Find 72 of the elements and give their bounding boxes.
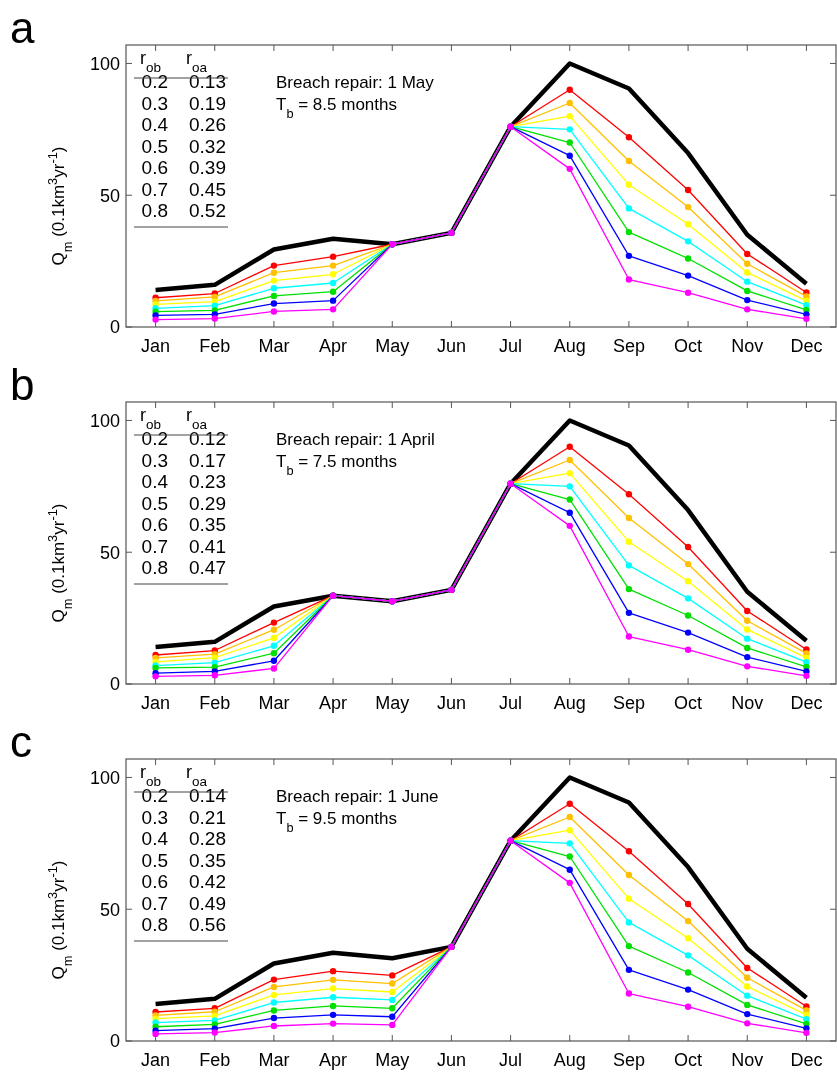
y-tick-label: 100 <box>89 767 120 788</box>
x-tick-label: Jun <box>436 336 466 356</box>
x-tick-label: Oct <box>674 1050 703 1070</box>
x-tick-label: Mar <box>258 693 290 713</box>
y-tick-label: 0 <box>109 317 120 338</box>
x-tick-label: May <box>375 336 410 356</box>
annotation: 0.8 0.52 <box>141 200 226 221</box>
x-tick-label: Mar <box>258 336 290 356</box>
annotation: T$_{b}$ = 8.5 months <box>276 95 397 121</box>
annotation: 0.5 0.32 <box>141 135 226 157</box>
x-tick-label: Jan <box>141 336 171 356</box>
annotation: 0.3 0.17 <box>141 449 226 471</box>
x-tick-label: Feb <box>199 693 231 713</box>
y-tick-label: 50 <box>99 185 120 206</box>
x-tick-label: Apr <box>319 693 348 713</box>
y-tick-label: 100 <box>89 410 120 431</box>
annotation: 0.4 0.23 <box>141 471 226 492</box>
chart-title: b <box>10 360 35 409</box>
annotation: Breach repair: 1 June <box>276 787 439 806</box>
x-tick-label: Nov <box>731 336 764 356</box>
x-tick-label: Feb <box>199 336 231 356</box>
x-tick-label: May <box>375 693 410 713</box>
annotation: 0.3 0.19 <box>141 92 226 114</box>
x-tick-label: Oct <box>674 336 703 356</box>
annotation: 0.7 0.49 <box>141 892 226 914</box>
chart-title: c <box>10 717 32 766</box>
x-tick-label: Dec <box>790 336 823 356</box>
annotation: 0.7 0.41 <box>141 535 226 557</box>
annotation: 0.5 0.35 <box>141 849 226 871</box>
annotation: 0.7 0.45 <box>141 178 226 200</box>
x-tick-label: Apr <box>319 1050 348 1070</box>
x-tick-label: Mar <box>258 1050 290 1070</box>
annotation: Breach repair: 1 April <box>276 430 435 449</box>
x-tick-label: Apr <box>319 336 348 356</box>
annotation: 0.3 0.21 <box>141 806 226 828</box>
y-tick-label: 0 <box>109 674 120 695</box>
x-tick-label: Feb <box>199 1050 231 1070</box>
x-tick-label: Jan <box>141 1050 171 1070</box>
annotation: Breach repair: 1 May <box>276 73 435 92</box>
x-tick-label: Jul <box>499 1050 523 1070</box>
x-tick-label: Jun <box>436 1050 466 1070</box>
x-tick-label: Jul <box>499 693 523 713</box>
annotation: 0.8 0.56 <box>141 914 226 935</box>
annotation: T$_{b}$ = 7.5 months <box>276 452 397 478</box>
y-tick-label: 50 <box>99 542 120 563</box>
annotation: T$_{b}$ = 9.5 months <box>276 809 397 835</box>
y-tick-label: 50 <box>99 899 120 920</box>
x-tick-label: Jul <box>499 336 523 356</box>
x-tick-label: Sep <box>612 1050 645 1070</box>
annotation: 0.6 0.42 <box>141 871 226 892</box>
x-tick-label: Nov <box>731 1050 764 1070</box>
x-tick-label: Dec <box>790 1050 823 1070</box>
x-tick-label: Nov <box>731 693 764 713</box>
annotation: 0.4 0.28 <box>141 828 226 849</box>
x-tick-label: May <box>375 1050 410 1070</box>
x-tick-label: Oct <box>674 693 703 713</box>
x-tick-label: Sep <box>612 336 645 356</box>
x-tick-label: Aug <box>553 1050 586 1070</box>
annotation: 0.6 0.39 <box>141 157 226 178</box>
x-tick-label: Dec <box>790 693 823 713</box>
annotation: 0.5 0.29 <box>141 492 226 514</box>
x-tick-label: Sep <box>612 693 645 713</box>
y-tick-label: 100 <box>89 53 120 74</box>
annotation: 0.4 0.26 <box>141 114 226 135</box>
x-tick-label: Aug <box>553 336 586 356</box>
x-tick-label: Jan <box>141 693 171 713</box>
annotation: 0.6 0.35 <box>141 514 226 535</box>
x-tick-label: Jun <box>436 693 466 713</box>
annotation: 0.8 0.47 <box>141 557 226 578</box>
x-tick-label: Aug <box>553 693 586 713</box>
chart-title: a <box>10 3 35 52</box>
y-tick-label: 0 <box>109 1031 120 1052</box>
